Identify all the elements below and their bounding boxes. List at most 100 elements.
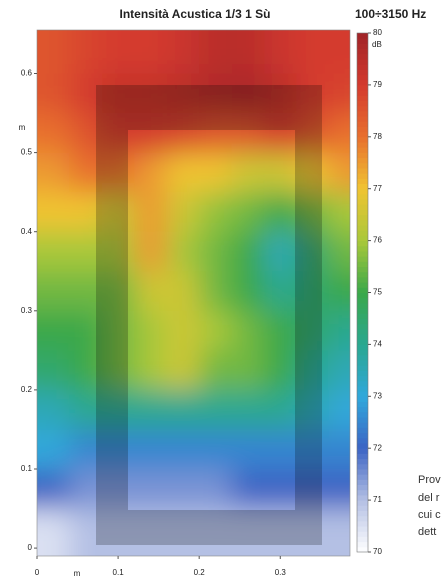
side-text: dett [418,526,436,538]
colorbar-step [357,241,368,247]
heat-cell [264,390,297,431]
colorbar-step [357,272,368,278]
colorbar-step [357,329,368,335]
colorbar-step [357,85,368,91]
colorbar-tick-label: 80 [373,28,382,37]
colorbar-step [357,542,368,548]
colorbar-step [357,184,368,190]
colorbar-step [357,267,368,273]
x-tick-label: 0.2 [194,568,206,577]
heat-cell [0,0,70,75]
colorbar-step [357,33,368,39]
colorbar-step [357,417,368,423]
colorbar-step [357,173,368,179]
colorbar-step [357,412,368,418]
colorbar-step [357,422,368,428]
colorbar-step [357,111,368,117]
colorbar-step [357,282,368,288]
heat-cell [264,429,297,470]
colorbar-step [357,116,368,122]
colorbar-step [357,142,368,148]
heat-cell [264,311,297,352]
colorbar-step [357,438,368,444]
colorbar-step [357,376,368,382]
colorbar-step [357,225,368,231]
colorbar-step [357,106,368,112]
colorbar-step [357,505,368,511]
y-axis-label: m [19,123,26,132]
colorbar: 7071727374757677787980 [357,28,382,556]
colorbar-step [357,147,368,153]
colorbar-step [357,38,368,44]
colorbar-step [357,261,368,267]
colorbar-step [357,401,368,407]
colorbar-step [357,251,368,257]
heat-cell [199,350,232,391]
colorbar-step [357,334,368,340]
colorbar-step [357,386,368,392]
colorbar-step [357,355,368,361]
colorbar-tick-label: 73 [373,391,382,400]
side-text: del r [418,492,440,504]
colorbar-tick-label: 76 [373,236,382,245]
x-axis-label: m [74,569,81,578]
heat-cell [0,429,70,470]
heat-cell [199,192,232,233]
heat-cell [167,192,200,233]
colorbar-step [357,479,368,485]
y-tick-label: 0.2 [21,385,33,394]
heat-cell [0,390,70,431]
heat-cell [134,153,167,194]
colorbar-label: dB [372,40,382,49]
heat-cell [199,390,232,431]
heat-cell [232,311,265,352]
heat-cell [199,429,232,470]
heat-cell [134,390,167,431]
colorbar-step [357,459,368,465]
heat-cell [167,390,200,431]
colorbar-step [357,474,368,480]
colorbar-step [357,453,368,459]
chart-title: Intensità Acustica 1/3 1 Sù [120,7,271,21]
colorbar-step [357,90,368,96]
colorbar-step [357,381,368,387]
heat-cell [264,469,297,510]
heat-cell [232,153,265,194]
colorbar-step [357,427,368,433]
heat-cell [134,232,167,273]
colorbar-step [357,490,368,496]
colorbar-step [357,298,368,304]
heat-cell [0,153,70,194]
heat-cell [167,350,200,391]
colorbar-step [357,500,368,506]
colorbar-step [357,54,368,60]
heat-cell [232,192,265,233]
heat-cell [134,350,167,391]
heat-cell [167,153,200,194]
heat-cell [0,311,70,352]
heat-cell [199,311,232,352]
colorbar-step [357,235,368,241]
colorbar-step [357,246,368,252]
y-tick-label: 0.5 [21,148,33,157]
y-tick-label: 0.1 [21,464,33,473]
colorbar-step [357,230,368,236]
colorbar-step [357,209,368,215]
colorbar-step [357,49,368,55]
colorbar-step [357,464,368,470]
colorbar-step [357,308,368,314]
colorbar-step [357,469,368,475]
heat-cell [0,232,70,273]
heat-cell [134,311,167,352]
heat-cell [232,271,265,312]
heat-cell [167,429,200,470]
colorbar-step [357,277,368,283]
colorbar-step [357,75,368,81]
heat-cell [0,469,70,510]
heat-cell [232,232,265,273]
chart: Intensità Acustica 1/3 1 Sù 100÷3150 Hz … [0,0,445,581]
y-tick-label: 0.3 [21,306,33,315]
heat-cell [0,350,70,391]
heat-cell [0,192,70,233]
y-tick-label: 0.6 [21,69,33,78]
